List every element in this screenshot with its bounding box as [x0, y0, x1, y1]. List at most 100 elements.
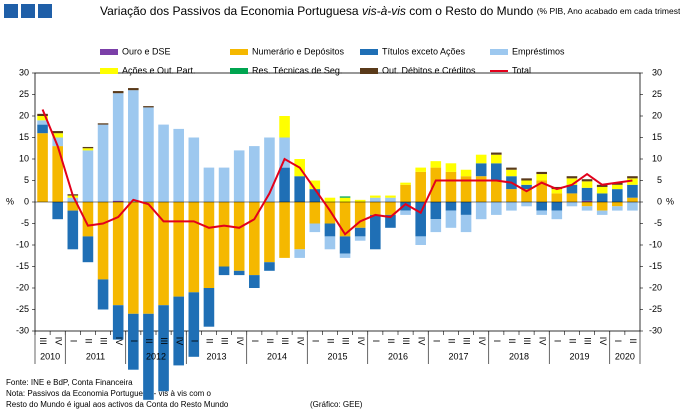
x-tick-label: IV: [53, 337, 63, 346]
bar: [264, 262, 275, 271]
legend-label: Ações e Out. Part.: [122, 65, 196, 75]
legend-label: Out. Débitos e Créditos: [382, 65, 476, 75]
x-tick-label: IV: [416, 337, 426, 346]
y-tick-label: -30: [16, 325, 29, 335]
bar: [536, 202, 547, 211]
x-tick-label: II: [507, 338, 517, 343]
y-tick-label: -10: [16, 239, 29, 249]
bar: [370, 195, 381, 198]
year-label: 2011: [86, 351, 105, 361]
bar: [596, 202, 608, 211]
bar: [475, 163, 487, 177]
logo-square: [21, 4, 35, 18]
bar: [143, 202, 154, 314]
bar: [97, 123, 109, 125]
bar: [173, 202, 184, 297]
bar: [612, 202, 623, 207]
bar: [279, 202, 290, 258]
x-tick-label: IV: [295, 337, 305, 346]
legend-label: Numerário e Depósitos: [252, 46, 345, 56]
bar: [536, 174, 547, 181]
bar: [506, 189, 517, 202]
bar: [37, 120, 48, 125]
bar: [400, 182, 411, 185]
bar: [430, 202, 442, 220]
bar: [475, 176, 487, 202]
bar: [143, 313, 154, 400]
y-tick-label: 20: [19, 110, 29, 120]
bar: [233, 270, 245, 276]
bar: [354, 236, 366, 241]
legend-swatch: [360, 49, 378, 55]
x-tick-label: II: [84, 338, 94, 343]
bar: [566, 202, 578, 207]
bar: [581, 181, 593, 188]
bar: [112, 93, 124, 201]
bar: [52, 131, 63, 134]
x-tick-label: I: [129, 340, 139, 343]
y-tick-label: 5: [24, 175, 29, 185]
y-tick-label: -15: [16, 261, 29, 271]
bar: [581, 179, 593, 182]
bar: [82, 236, 94, 263]
credit: (Gráfico: GEE): [310, 400, 363, 409]
year-label: 2014: [267, 351, 287, 361]
bar: [536, 171, 547, 175]
x-tick-label: II: [628, 338, 638, 343]
x-tick-label: I: [552, 340, 562, 343]
bar: [82, 202, 94, 237]
bar: [249, 275, 260, 288]
y2-tick-label: 30: [652, 67, 662, 77]
bar: [612, 206, 623, 211]
chart-title: Variação dos Passivos da Economia Portug…: [100, 4, 680, 18]
bar: [354, 199, 366, 202]
bar: [581, 187, 593, 201]
bar: [430, 161, 442, 168]
legend-label: Títulos exceto Ações: [382, 46, 466, 56]
x-tick-label: III: [280, 337, 290, 345]
bar: [566, 178, 578, 185]
year-label: 2012: [146, 351, 166, 361]
line: [41, 109, 633, 236]
bar: [82, 146, 94, 149]
bar: [97, 124, 109, 202]
y2-tick-label: -25: [649, 304, 662, 314]
bar: [596, 186, 608, 194]
y2-tick-label: -15: [649, 261, 662, 271]
year-label: 2016: [388, 351, 408, 361]
bar: [173, 128, 184, 202]
x-tick-label: IV: [477, 337, 487, 346]
bar: [233, 150, 245, 202]
bar: [566, 176, 578, 179]
bar: [339, 196, 351, 198]
year-label: 2018: [509, 351, 529, 361]
x-tick-label: II: [568, 338, 578, 343]
y-axis-label: %: [6, 196, 14, 206]
y2-tick-label: 5: [657, 175, 662, 185]
bar: [309, 180, 321, 190]
bar: [97, 202, 109, 280]
x-tick-label: III: [462, 337, 472, 345]
bar: [52, 137, 63, 147]
x-tick-label: I: [189, 340, 199, 343]
bar: [491, 202, 502, 215]
x-tick-label: III: [583, 337, 593, 345]
bar: [627, 176, 638, 179]
x-tick-label: II: [326, 338, 336, 343]
bar: [37, 116, 48, 121]
y-tick-label: 0: [24, 196, 29, 206]
year-label: 2017: [448, 351, 468, 361]
y-tick-label: 30: [19, 67, 29, 77]
legend-swatch: [230, 68, 248, 74]
bar: [112, 305, 124, 340]
bar: [37, 113, 48, 116]
bar: [309, 223, 321, 233]
bar: [566, 193, 578, 202]
bar: [218, 202, 230, 267]
year-label: 2015: [327, 351, 347, 361]
bar: [324, 223, 336, 237]
x-tick-label: I: [613, 340, 623, 343]
legend-label: Empréstimos: [512, 46, 565, 56]
x-tick-label: IV: [174, 337, 184, 346]
